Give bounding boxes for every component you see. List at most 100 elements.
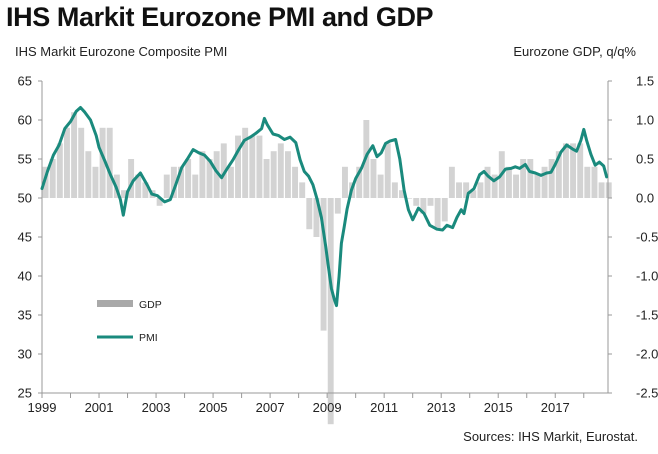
gdp-bar bbox=[591, 166, 598, 198]
gdp-bar bbox=[520, 159, 527, 198]
x-tick-label: 2013 bbox=[427, 400, 456, 415]
gdp-bar bbox=[534, 174, 541, 198]
right-tick-label: -0.5 bbox=[636, 230, 658, 245]
gdp-bar bbox=[163, 174, 170, 198]
right-tick-label: 1.0 bbox=[636, 113, 654, 128]
chart-title: IHS Markit Eurozone PMI and GDP bbox=[6, 2, 434, 32]
gdp-bar bbox=[527, 159, 534, 198]
left-tick-label: 60 bbox=[18, 113, 32, 128]
gdp-bar bbox=[384, 143, 391, 198]
gdp-bar bbox=[178, 166, 184, 198]
gdp-bar bbox=[49, 159, 56, 198]
gdp-bar bbox=[128, 159, 135, 198]
gdp-bar bbox=[121, 190, 127, 198]
gdp-bar bbox=[135, 174, 142, 198]
gdp-bar bbox=[206, 159, 213, 198]
legend-label-pmi: PMI bbox=[139, 332, 158, 344]
gdp-bar bbox=[548, 159, 555, 198]
legend: GDP PMI bbox=[97, 299, 162, 344]
gdp-bars bbox=[42, 112, 612, 425]
gdp-bar bbox=[427, 198, 434, 206]
gdp-bar bbox=[341, 166, 348, 198]
gdp-bar bbox=[199, 151, 206, 198]
x-tick-label: 2015 bbox=[484, 400, 513, 415]
right-tick-label: 0.5 bbox=[636, 152, 654, 167]
x-tick-label: 2011 bbox=[370, 400, 398, 415]
gdp-bar bbox=[71, 112, 78, 198]
legend-swatch-gdp bbox=[97, 300, 133, 307]
right-tick-label: 1.5 bbox=[636, 74, 654, 89]
gdp-bar bbox=[505, 166, 512, 198]
gdp-bar bbox=[334, 198, 341, 214]
gdp-bar bbox=[185, 159, 192, 198]
gdp-bar bbox=[256, 135, 263, 198]
left-tick-label: 30 bbox=[18, 347, 32, 362]
gdp-bar bbox=[235, 135, 241, 198]
gdp-bar bbox=[441, 198, 448, 222]
gdp-bar bbox=[92, 166, 99, 198]
left-tick-label: 35 bbox=[18, 308, 32, 323]
gdp-bar bbox=[434, 198, 441, 230]
gdp-bar bbox=[555, 151, 562, 198]
x-tick-label: 2003 bbox=[142, 400, 171, 415]
left-tick-label: 40 bbox=[18, 269, 32, 284]
gdp-bar bbox=[513, 174, 520, 198]
gdp-bar bbox=[78, 127, 85, 198]
gdp-bar bbox=[356, 166, 363, 198]
left-axis-title: IHS Markit Eurozone Composite PMI bbox=[15, 44, 228, 59]
gdp-bar bbox=[598, 182, 605, 198]
gdp-bar bbox=[42, 166, 49, 198]
gdp-bar bbox=[263, 159, 270, 198]
gdp-bar bbox=[463, 182, 470, 198]
gdp-bar bbox=[327, 198, 334, 425]
gdp-bar bbox=[448, 166, 455, 198]
gdp-bar bbox=[420, 198, 427, 214]
x-tick-label: 2009 bbox=[313, 400, 342, 415]
gdp-bar bbox=[577, 143, 584, 198]
gdp-bar bbox=[491, 174, 498, 198]
gdp-bar bbox=[541, 166, 548, 198]
gdp-bar bbox=[470, 190, 477, 198]
left-tick-label: 45 bbox=[18, 230, 32, 245]
gdp-bar bbox=[142, 182, 149, 198]
legend-label-gdp: GDP bbox=[139, 299, 162, 311]
right-tick-label: -1.5 bbox=[636, 308, 658, 323]
gdp-bar bbox=[227, 166, 234, 198]
left-tick-label: 25 bbox=[18, 386, 32, 401]
right-tick-label: -2.5 bbox=[636, 386, 658, 401]
gdp-bar bbox=[413, 198, 420, 206]
gdp-bar bbox=[299, 182, 306, 198]
gdp-bar bbox=[377, 174, 384, 198]
gdp-bar bbox=[477, 182, 484, 198]
x-tick-label: 2005 bbox=[199, 400, 228, 415]
gdp-bar bbox=[456, 182, 462, 198]
left-tick-label: 65 bbox=[18, 74, 32, 89]
right-tick-label: 0.0 bbox=[636, 191, 654, 206]
gdp-bar bbox=[320, 198, 327, 331]
gdp-bar bbox=[399, 190, 405, 198]
gdp-bar bbox=[570, 143, 577, 198]
right-tick-label: -2.0 bbox=[636, 347, 658, 362]
left-tick-label: 50 bbox=[18, 191, 32, 206]
gdp-bar bbox=[220, 143, 227, 198]
gdp-bar bbox=[213, 151, 220, 198]
gdp-bar bbox=[99, 127, 106, 198]
x-tick-label: 2007 bbox=[256, 400, 285, 415]
gdp-bar bbox=[562, 143, 569, 198]
gdp-bar bbox=[192, 174, 199, 198]
gdp-bar bbox=[242, 127, 249, 198]
source-note: Sources: IHS Markit, Eurostat. bbox=[463, 429, 638, 444]
gdp-bar bbox=[605, 182, 612, 198]
gdp-bar bbox=[106, 127, 113, 198]
x-tick-label: 2017 bbox=[541, 400, 570, 415]
pmi-line-group bbox=[40, 106, 609, 308]
pmi-series-line bbox=[40, 106, 609, 308]
gdp-bar bbox=[284, 151, 291, 198]
gdp-bar bbox=[277, 143, 284, 198]
left-tick-label: 55 bbox=[18, 152, 32, 167]
gdp-bar bbox=[484, 166, 491, 198]
gdp-bar bbox=[56, 143, 63, 198]
x-tick-label: 2001 bbox=[85, 400, 114, 415]
gdp-bar bbox=[391, 182, 398, 198]
gdp-bar bbox=[249, 135, 256, 198]
